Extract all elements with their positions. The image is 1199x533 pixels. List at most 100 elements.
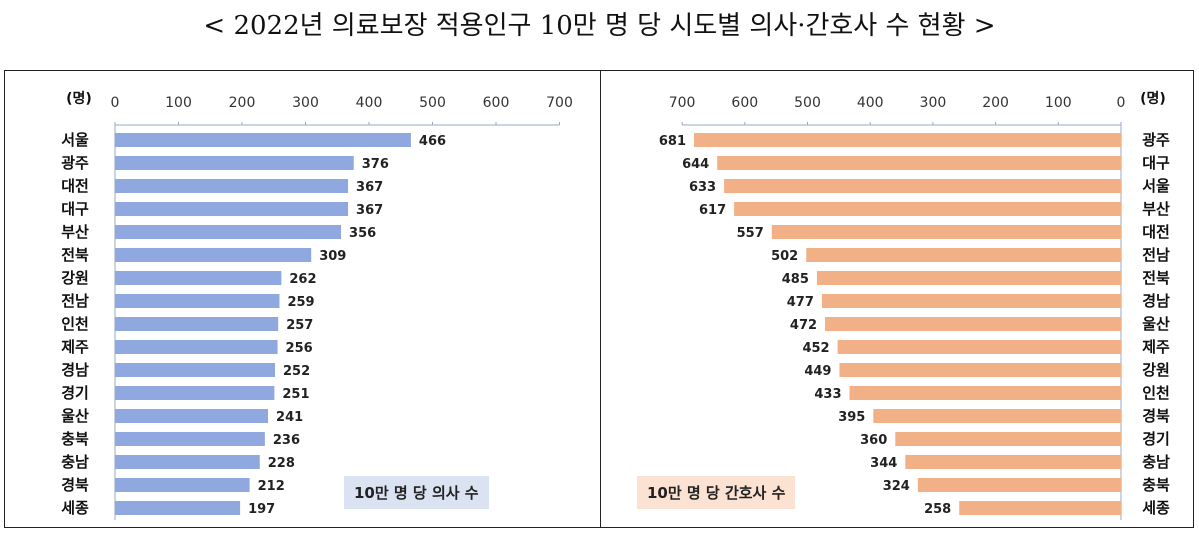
bar: [959, 501, 1121, 515]
category-label: 부산: [61, 223, 89, 241]
category-label: 충북: [1142, 476, 1170, 494]
x-tick-label: 500: [419, 95, 446, 111]
data-label: 259: [287, 295, 314, 310]
category-label: 충남: [1142, 453, 1170, 471]
bar: [724, 179, 1121, 193]
nurse-chart-panel: (명) 700 600 500 400 300 200 100 0 681 광주 644 대구 633 서울…: [601, 71, 1193, 527]
bar: [806, 248, 1121, 262]
category-label: 인천: [61, 315, 89, 333]
x-tick-label: 700: [546, 95, 573, 111]
category-label: 전남: [61, 292, 89, 310]
bar: [115, 271, 282, 285]
x-tick-label: 0: [111, 95, 120, 111]
data-label: 251: [282, 387, 309, 402]
category-label: 대구: [61, 200, 89, 218]
data-label: 236: [273, 433, 300, 448]
bar: [115, 202, 349, 216]
x-tick-label: 600: [483, 95, 510, 111]
data-label: 395: [838, 410, 865, 425]
x-tick-label: 200: [229, 95, 256, 111]
chart-frame: [4, 70, 1194, 528]
data-label: 252: [283, 364, 310, 379]
x-tick-label: 300: [920, 95, 947, 111]
data-label: 262: [289, 272, 316, 287]
data-label: 367: [356, 203, 383, 218]
bar: [895, 432, 1121, 446]
category-label: 세종: [1142, 499, 1170, 517]
category-label: 경기: [1142, 430, 1170, 448]
bar: [905, 455, 1121, 469]
bar: [837, 340, 1121, 354]
category-label: 인천: [1142, 384, 1170, 402]
bar: [115, 225, 342, 239]
category-label: 광주: [61, 154, 89, 172]
x-tick-label: 500: [794, 95, 821, 111]
bar: [115, 340, 278, 354]
page-title: < 2022년 의료보장 적용인구 10만 명 당 시도별 의사·간호사 수 현…: [203, 11, 996, 41]
bar: [717, 156, 1121, 170]
bar: [115, 317, 279, 331]
category-label: 울산: [61, 407, 89, 425]
nurse-bar-chart: (명) 700 600 500 400 300 200 100 0 681 광주 644 대구 633 서울…: [659, 90, 1170, 520]
data-label: 485: [782, 272, 809, 287]
data-label: 617: [699, 203, 726, 218]
category-label: 대구: [1142, 154, 1170, 172]
data-label: 212: [258, 479, 285, 494]
data-label: 197: [248, 502, 275, 517]
data-label: 258: [924, 502, 951, 517]
x-tick-label: 300: [292, 95, 319, 111]
x-tick-label: 400: [356, 95, 383, 111]
bar: [115, 501, 241, 515]
bar: [115, 179, 349, 193]
doctor-legend-label: 10만 명 당 의사 수: [344, 476, 489, 509]
data-label: 557: [737, 226, 764, 241]
data-label: 633: [689, 180, 716, 195]
category-label: 광주: [1142, 131, 1170, 149]
category-label: 대전: [1142, 223, 1170, 241]
bar: [115, 363, 276, 377]
data-label: 502: [771, 249, 798, 264]
data-label: 356: [349, 226, 376, 241]
category-label: 전남: [1142, 246, 1170, 264]
data-label: 367: [356, 180, 383, 195]
category-label: 제주: [61, 338, 89, 356]
category-label: 경기: [61, 384, 89, 402]
x-tick-label: 0: [1117, 95, 1126, 111]
bar: [917, 478, 1121, 492]
category-label: 강원: [61, 269, 89, 287]
doctor-chart-panel: (명) 0 100 200 300 400 500 600 700 466 서울 376 광주 367 대전…: [5, 71, 599, 527]
bar: [849, 386, 1121, 400]
bar: [115, 478, 250, 492]
bar: [771, 225, 1121, 239]
category-label: 서울: [61, 131, 89, 149]
bar: [115, 156, 354, 170]
nurse-legend-label: 10만 명 당 간호사 수: [637, 476, 796, 509]
bar: [839, 363, 1121, 377]
data-label: 309: [319, 249, 346, 264]
category-label: 경북: [1142, 407, 1170, 425]
bar: [115, 386, 275, 400]
data-label: 376: [362, 157, 389, 172]
category-label: 충남: [61, 453, 89, 471]
bar: [821, 294, 1121, 308]
category-label: 부산: [1142, 200, 1170, 218]
bar: [115, 409, 269, 423]
category-label: 제주: [1142, 338, 1170, 356]
category-label: 대전: [61, 177, 89, 195]
data-label: 466: [419, 134, 446, 149]
unit-label: (명): [1140, 90, 1166, 107]
data-label: 681: [659, 134, 686, 149]
bar: [825, 317, 1121, 331]
bar: [115, 294, 280, 308]
data-label: 324: [883, 479, 910, 494]
doctor-bar-chart: (명) 0 100 200 300 400 500 600 700 466 서울 376 광주 367 대전…: [61, 90, 573, 520]
data-label: 344: [870, 456, 897, 471]
x-tick-label: 200: [982, 95, 1009, 111]
category-label: 전북: [1142, 269, 1170, 287]
data-label: 452: [802, 341, 829, 356]
category-label: 경남: [61, 361, 89, 379]
x-tick-label: 100: [165, 95, 192, 111]
data-label: 449: [804, 364, 831, 379]
data-label: 241: [276, 410, 303, 425]
x-tick-label: 100: [1045, 95, 1072, 111]
